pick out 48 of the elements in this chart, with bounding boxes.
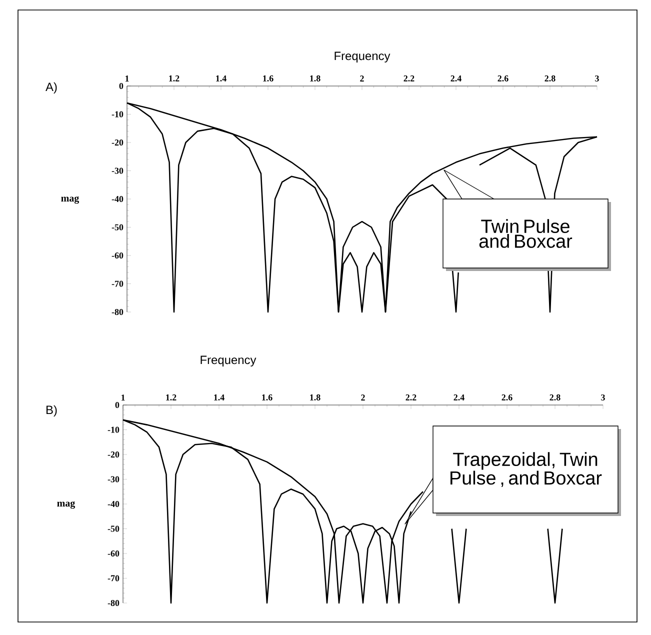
y-tick-label: -80 [108,600,120,606]
x-tick-label: 2.8 [544,75,556,82]
y-tick-label: -70 [112,280,124,287]
x-axis-title: Frequency [200,356,256,366]
y-tick-label: -20 [108,451,120,458]
y-axis-title: mag [57,501,76,509]
y-tick-label: -60 [108,550,120,557]
x-tick-label: 2.6 [502,394,512,400]
y-tick-label: -70 [108,575,120,582]
x-tick-label: 2.2 [406,394,416,400]
x-tick-label: 1.2 [166,394,176,400]
y-tick-label: 0 [115,402,120,408]
chart-title: B) [46,405,57,416]
annotation: Trapezoidal, Twin Pulse , and Boxcar [450,452,602,487]
y-tick-label: -60 [112,252,124,259]
x-tick-label: 3 [601,394,605,400]
x-tick-label: 1.8 [310,394,320,400]
y-tick-label: -30 [108,476,120,482]
x-tick-label: 1.2 [169,75,180,82]
x-tick-label: 1.6 [263,75,274,82]
x-tick-label: 2.4 [450,75,462,82]
y-tick-label: -80 [112,308,124,316]
y-tick-label: 0 [119,82,124,90]
x-axis-title: Frequency [334,52,390,62]
y-tick-label: -40 [108,500,120,508]
y-tick-label: -20 [112,139,124,146]
x-tick-label: 1 [125,76,129,82]
y-tick-label: -10 [108,426,120,433]
chart-title: A) [46,82,57,94]
x-tick-label: 1.4 [216,75,226,82]
x-tick-label: 2.8 [550,394,560,400]
y-axis-title: mag [61,196,80,204]
x-tick-label: 1.6 [262,394,272,400]
annotation: Twin Pulse and Boxcar [479,219,572,248]
x-tick-label: 2 [361,394,365,400]
x-tick-label: 2.4 [454,394,464,400]
y-tick-label: -40 [112,196,124,202]
x-tick-label: 3 [595,75,599,82]
x-tick-label: 1.4 [214,394,224,400]
x-tick-label: 1.8 [310,75,320,82]
x-tick-label: 2.2 [404,75,414,82]
y-tick-label: -50 [108,526,120,532]
x-tick-label: 1 [121,394,125,400]
x-tick-label: 2.6 [498,75,508,82]
y-tick-label: -10 [112,111,124,118]
y-tick-label: -50 [112,224,124,230]
x-tick-label: 2 [360,76,364,82]
y-tick-label: -30 [112,168,124,174]
